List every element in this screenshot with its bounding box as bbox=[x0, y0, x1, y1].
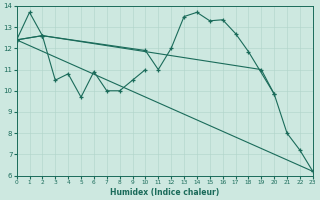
X-axis label: Humidex (Indice chaleur): Humidex (Indice chaleur) bbox=[110, 188, 219, 197]
